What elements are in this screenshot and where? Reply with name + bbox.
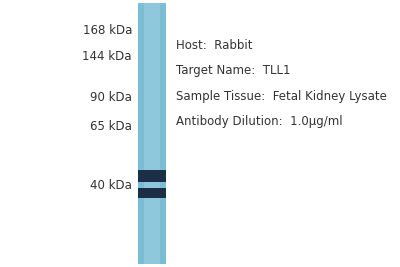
Text: Host:  Rabbit: Host: Rabbit (176, 39, 252, 52)
Bar (138, 3, 166, 264)
Text: Sample Tissue:  Fetal Kidney Lysate: Sample Tissue: Fetal Kidney Lysate (176, 90, 387, 103)
Bar (138, 188, 166, 198)
Text: 168 kDa: 168 kDa (83, 24, 132, 37)
Text: Target Name:  TLL1: Target Name: TLL1 (176, 64, 290, 77)
Text: 65 kDa: 65 kDa (90, 120, 132, 133)
Text: Antibody Dilution:  1.0µg/ml: Antibody Dilution: 1.0µg/ml (176, 115, 343, 128)
Bar (144, 3, 160, 264)
Text: 144 kDa: 144 kDa (82, 50, 132, 62)
Bar (138, 170, 166, 182)
Text: 40 kDa: 40 kDa (90, 179, 132, 192)
Text: 90 kDa: 90 kDa (90, 91, 132, 104)
